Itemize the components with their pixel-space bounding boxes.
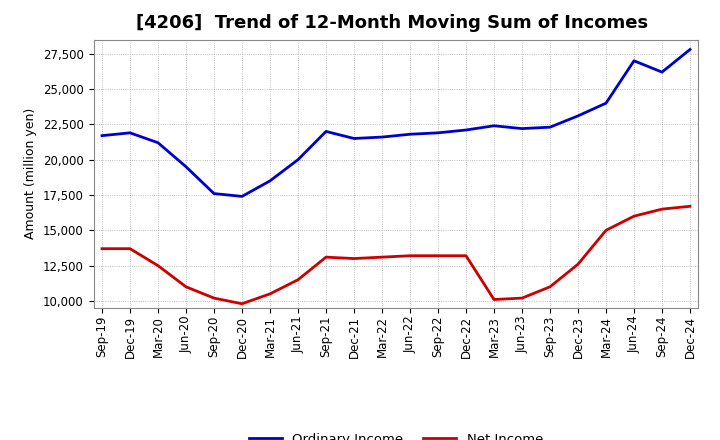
Net Income bbox=[518, 296, 526, 301]
Net Income bbox=[238, 301, 246, 306]
Ordinary Income bbox=[294, 157, 302, 162]
Ordinary Income bbox=[210, 191, 218, 196]
Ordinary Income bbox=[405, 132, 414, 137]
Ordinary Income bbox=[546, 125, 554, 130]
Net Income bbox=[657, 206, 666, 212]
Y-axis label: Amount (million yen): Amount (million yen) bbox=[24, 108, 37, 239]
Net Income bbox=[181, 284, 190, 290]
Net Income bbox=[433, 253, 442, 258]
Ordinary Income bbox=[685, 47, 694, 52]
Ordinary Income bbox=[462, 127, 470, 132]
Net Income bbox=[405, 253, 414, 258]
Net Income bbox=[378, 254, 387, 260]
Ordinary Income bbox=[574, 113, 582, 118]
Ordinary Income bbox=[490, 123, 498, 128]
Net Income bbox=[126, 246, 135, 251]
Ordinary Income bbox=[266, 178, 274, 183]
Ordinary Income bbox=[518, 126, 526, 131]
Net Income bbox=[153, 263, 162, 268]
Net Income bbox=[350, 256, 359, 261]
Net Income bbox=[210, 296, 218, 301]
Net Income bbox=[574, 261, 582, 267]
Net Income bbox=[685, 204, 694, 209]
Net Income bbox=[322, 254, 330, 260]
Net Income bbox=[602, 227, 611, 233]
Line: Net Income: Net Income bbox=[102, 206, 690, 304]
Net Income bbox=[462, 253, 470, 258]
Ordinary Income bbox=[238, 194, 246, 199]
Net Income bbox=[294, 277, 302, 282]
Line: Ordinary Income: Ordinary Income bbox=[102, 49, 690, 196]
Ordinary Income bbox=[350, 136, 359, 141]
Net Income bbox=[266, 291, 274, 297]
Ordinary Income bbox=[153, 140, 162, 145]
Ordinary Income bbox=[433, 130, 442, 136]
Net Income bbox=[546, 284, 554, 290]
Ordinary Income bbox=[657, 70, 666, 75]
Legend: Ordinary Income, Net Income: Ordinary Income, Net Income bbox=[243, 427, 549, 440]
Ordinary Income bbox=[322, 129, 330, 134]
Net Income bbox=[630, 213, 639, 219]
Text: [4206]  Trend of 12-Month Moving Sum of Incomes: [4206] Trend of 12-Month Moving Sum of I… bbox=[136, 15, 648, 33]
Ordinary Income bbox=[98, 133, 107, 138]
Net Income bbox=[490, 297, 498, 302]
Ordinary Income bbox=[126, 130, 135, 136]
Net Income bbox=[98, 246, 107, 251]
Ordinary Income bbox=[181, 164, 190, 169]
Ordinary Income bbox=[602, 100, 611, 106]
Ordinary Income bbox=[378, 135, 387, 140]
Ordinary Income bbox=[630, 58, 639, 63]
